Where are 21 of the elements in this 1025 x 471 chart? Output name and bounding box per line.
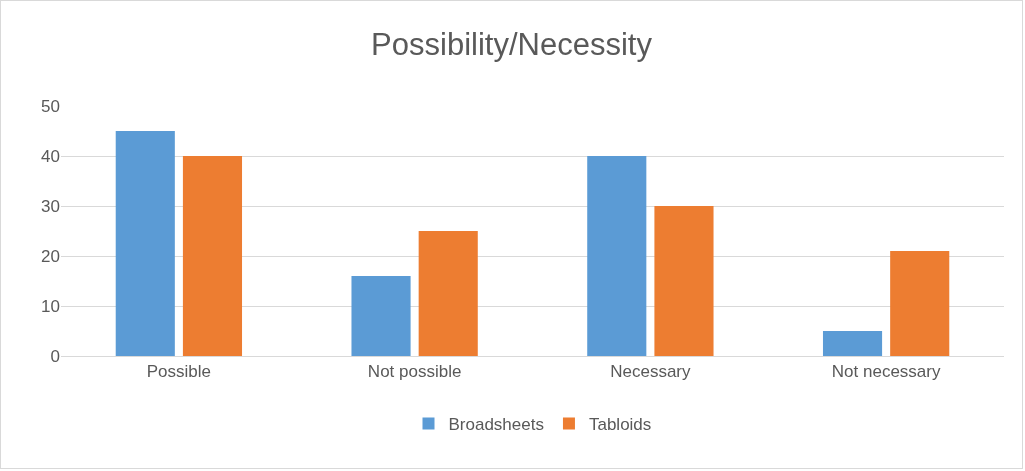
- bar: [351, 276, 411, 356]
- legend-label: Broadsheets: [448, 415, 544, 435]
- y-tick-label: 10: [41, 296, 60, 316]
- y-tick-label: 20: [41, 246, 60, 266]
- y-tick-label: 50: [41, 96, 60, 116]
- bar: [418, 231, 478, 356]
- x-tick-label: Necessary: [610, 362, 692, 382]
- legend-label: Tabloids: [588, 415, 652, 435]
- bar: [587, 156, 647, 356]
- y-tick-label: 40: [41, 146, 60, 166]
- y-tick-label: 30: [41, 196, 60, 216]
- bar: [654, 206, 714, 356]
- chart-title: Possibility/Necessity: [371, 27, 653, 63]
- y-tick-label: 0: [50, 346, 60, 366]
- bar: [182, 156, 243, 356]
- x-tick-label: Not possible: [367, 362, 462, 382]
- bar: [115, 131, 175, 356]
- bar: [822, 331, 883, 356]
- x-tick-label: Possible: [146, 362, 212, 382]
- x-tick-label: Not necessary: [831, 362, 941, 382]
- bar: [890, 251, 950, 356]
